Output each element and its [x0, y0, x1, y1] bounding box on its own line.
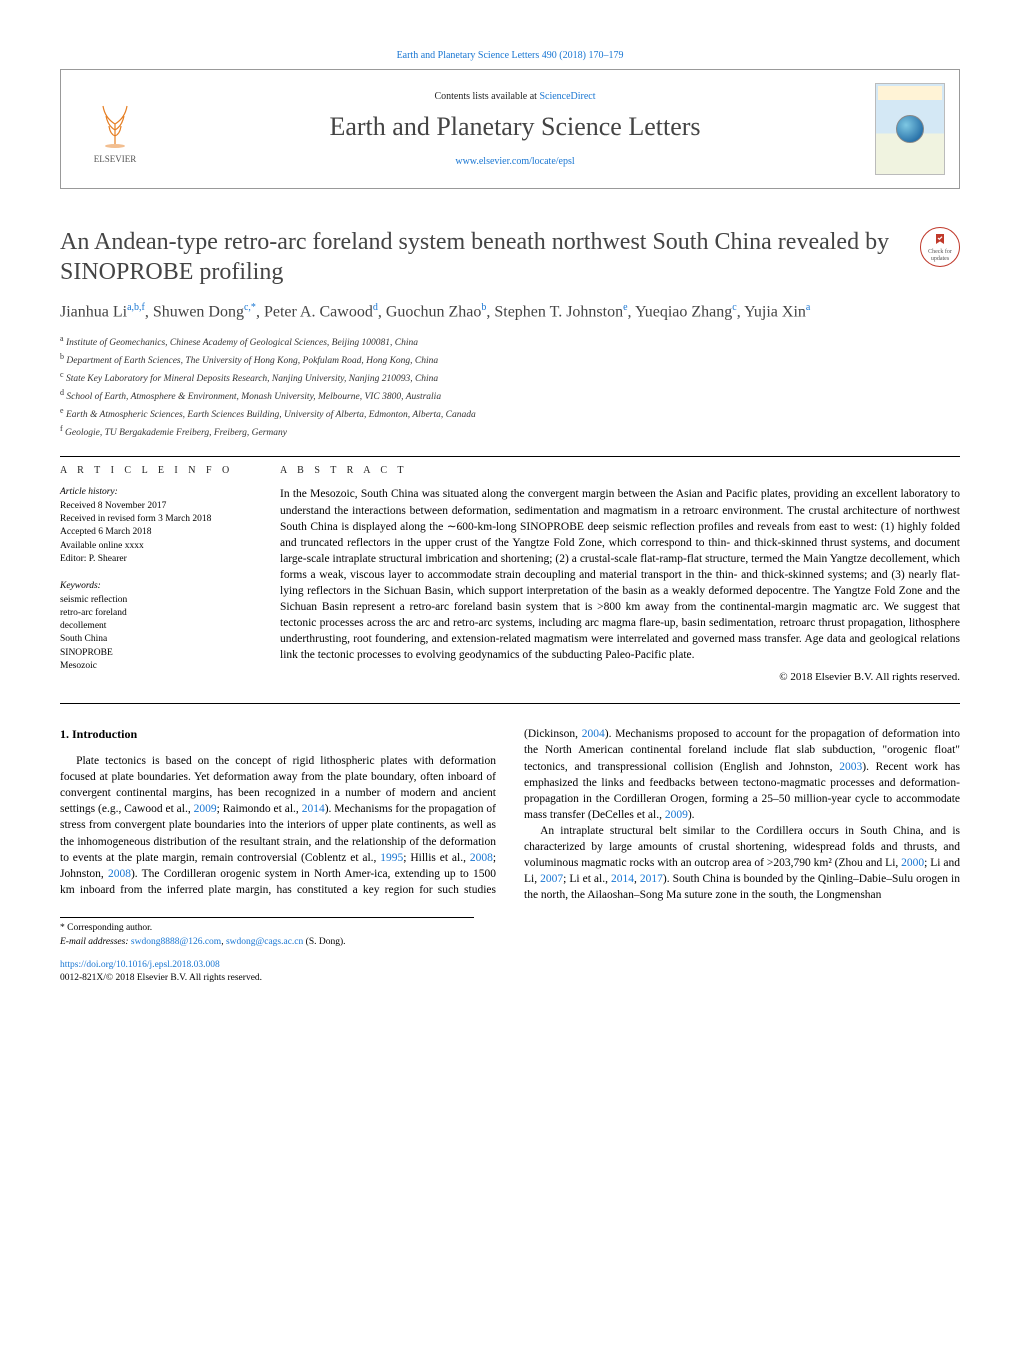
- sciencedirect-link[interactable]: ScienceDirect: [539, 91, 595, 102]
- author-list: Jianhua Lia,b,f, Shuwen Dongc,*, Peter A…: [60, 301, 960, 323]
- ref-link[interactable]: 2008: [470, 852, 493, 864]
- journal-name: Earth and Planetary Science Letters: [155, 112, 875, 142]
- bookmark-check-icon: [932, 232, 948, 248]
- journal-cover-thumb: [875, 83, 945, 175]
- article-info-heading: A R T I C L E I N F O: [60, 465, 250, 476]
- abstract-column: A B S T R A C T In the Mesozoic, South C…: [280, 465, 960, 687]
- elsevier-tree-icon: [91, 94, 139, 150]
- running-header-link[interactable]: Earth and Planetary Science Letters 490 …: [397, 50, 624, 61]
- contents-line: Contents lists available at ScienceDirec…: [155, 91, 875, 102]
- section-heading-intro: 1. Introduction: [60, 726, 496, 743]
- publisher-logo: ELSEVIER: [75, 94, 155, 164]
- doi-link[interactable]: https://doi.org/10.1016/j.epsl.2018.03.0…: [60, 960, 220, 970]
- journal-header: ELSEVIER Contents lists available at Sci…: [60, 69, 960, 189]
- email-link[interactable]: swdong@cags.ac.cn: [226, 937, 303, 947]
- email-link[interactable]: swdong8888@126.com: [131, 937, 221, 947]
- keywords-label: Keywords:: [60, 581, 101, 591]
- ref-link[interactable]: 2009: [665, 809, 688, 821]
- rule: [60, 456, 960, 457]
- affiliations: a Institute of Geomechanics, Chinese Aca…: [60, 333, 960, 441]
- article-history: Received 8 November 2017Received in revi…: [60, 501, 211, 551]
- ref-link[interactable]: 2014: [611, 873, 634, 885]
- publisher-label: ELSEVIER: [94, 154, 137, 164]
- article-info-column: A R T I C L E I N F O Article history: R…: [60, 465, 250, 687]
- rule: [60, 703, 960, 704]
- body-columns: 1. Introduction Plate tectonics is based…: [60, 726, 960, 903]
- ref-link[interactable]: 2017: [640, 873, 663, 885]
- journal-homepage-link[interactable]: www.elsevier.com/locate/epsl: [455, 156, 574, 167]
- crossmark-badge[interactable]: Check for updates: [920, 227, 960, 267]
- abstract-text: In the Mesozoic, South China was situate…: [280, 486, 960, 663]
- ref-link[interactable]: 2004: [582, 728, 605, 740]
- issn-copyright: 0012-821X/© 2018 Elsevier B.V. All right…: [60, 973, 262, 983]
- email-line: E-mail addresses: swdong8888@126.com, sw…: [60, 936, 474, 949]
- abstract-heading: A B S T R A C T: [280, 465, 960, 476]
- intro-para-2: An intraplate structural belt similar to…: [524, 823, 960, 903]
- ref-link[interactable]: 1995: [380, 852, 403, 864]
- globe-icon: [896, 115, 924, 143]
- ref-link[interactable]: 2008: [108, 868, 131, 880]
- crossmark-label-1: Check for: [928, 249, 952, 255]
- ref-link[interactable]: 2009: [194, 803, 217, 815]
- editor-line: Editor: P. Shearer: [60, 554, 127, 564]
- ref-link[interactable]: 2014: [302, 803, 325, 815]
- ref-link[interactable]: 2000: [901, 857, 924, 869]
- corresponding-author: * Corresponding author.: [60, 922, 474, 935]
- history-label: Article history:: [60, 487, 118, 497]
- keywords-list: seismic reflectionretro-arc forelanddeco…: [60, 595, 127, 671]
- doi-block: https://doi.org/10.1016/j.epsl.2018.03.0…: [60, 959, 960, 986]
- footnotes: * Corresponding author. E-mail addresses…: [60, 917, 474, 949]
- copyright-line: © 2018 Elsevier B.V. All rights reserved…: [280, 671, 960, 683]
- article-title: An Andean-type retro-arc foreland system…: [60, 227, 908, 287]
- ref-link[interactable]: 2007: [540, 873, 563, 885]
- crossmark-label-2: updates: [931, 256, 949, 262]
- running-header: Earth and Planetary Science Letters 490 …: [60, 50, 960, 61]
- ref-link[interactable]: 2003: [839, 761, 862, 773]
